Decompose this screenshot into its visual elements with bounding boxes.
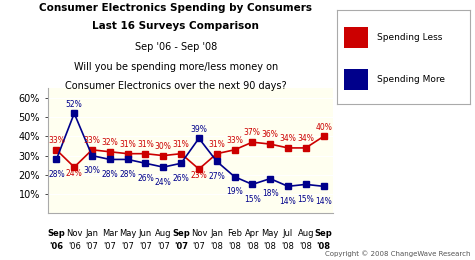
Text: 34%: 34%	[297, 134, 314, 143]
Text: 26%: 26%	[173, 174, 190, 183]
Text: 39%: 39%	[190, 125, 208, 134]
Text: Aug: Aug	[297, 229, 314, 238]
Text: 14%: 14%	[315, 197, 332, 206]
Text: '07: '07	[139, 242, 152, 251]
Text: 24%: 24%	[66, 169, 83, 178]
Text: Sep: Sep	[48, 229, 65, 238]
Text: Spending Less: Spending Less	[377, 33, 443, 42]
FancyBboxPatch shape	[344, 27, 368, 48]
Text: '08: '08	[264, 242, 276, 251]
Text: Jan: Jan	[210, 229, 223, 238]
Text: May: May	[261, 229, 279, 238]
Text: Jul: Jul	[283, 229, 293, 238]
Text: Jun: Jun	[139, 229, 152, 238]
Text: Spending More: Spending More	[377, 75, 445, 84]
Text: 18%: 18%	[262, 189, 278, 198]
Text: 52%: 52%	[66, 100, 83, 109]
Text: 19%: 19%	[226, 187, 243, 196]
Text: 33%: 33%	[84, 136, 101, 145]
Text: '08: '08	[210, 242, 223, 251]
Text: 24%: 24%	[155, 178, 171, 187]
Text: Nov: Nov	[66, 229, 83, 238]
Text: 33%: 33%	[226, 136, 243, 145]
Text: '07: '07	[104, 242, 116, 251]
Text: 28%: 28%	[119, 170, 136, 179]
Text: '07: '07	[157, 242, 170, 251]
Text: 32%: 32%	[102, 138, 118, 147]
Text: Last 16 Surveys Comparison: Last 16 Surveys Comparison	[92, 21, 259, 31]
Text: '07: '07	[174, 242, 188, 251]
Text: Feb: Feb	[227, 229, 242, 238]
Text: '08: '08	[228, 242, 241, 251]
Text: '06: '06	[68, 242, 81, 251]
Text: 31%: 31%	[119, 140, 136, 149]
Text: '08: '08	[282, 242, 294, 251]
Text: 14%: 14%	[280, 197, 296, 206]
Text: 31%: 31%	[209, 140, 225, 149]
Text: 23%: 23%	[190, 171, 207, 180]
Text: '06: '06	[49, 242, 64, 251]
Text: Consumer Electronics over the next 90 days?: Consumer Electronics over the next 90 da…	[65, 81, 286, 90]
Text: '08: '08	[246, 242, 259, 251]
Text: 15%: 15%	[244, 195, 261, 204]
Text: 37%: 37%	[244, 128, 261, 137]
Text: 34%: 34%	[279, 134, 296, 143]
Text: '08: '08	[317, 242, 331, 251]
Text: Apr: Apr	[245, 229, 260, 238]
Text: Will you be spending more/less money on: Will you be spending more/less money on	[74, 62, 278, 72]
Text: 33%: 33%	[48, 136, 65, 145]
Text: 31%: 31%	[173, 140, 190, 149]
FancyBboxPatch shape	[344, 69, 368, 90]
Text: 40%: 40%	[315, 123, 332, 132]
Text: '07: '07	[86, 242, 98, 251]
Text: 30%: 30%	[155, 142, 172, 151]
Text: Copyright © 2008 ChangeWave Research: Copyright © 2008 ChangeWave Research	[325, 251, 470, 257]
Text: 31%: 31%	[137, 140, 154, 149]
Text: Sep: Sep	[172, 229, 190, 238]
Text: '08: '08	[299, 242, 312, 251]
Text: 27%: 27%	[209, 172, 225, 181]
Text: '07: '07	[121, 242, 134, 251]
Text: '07: '07	[192, 242, 205, 251]
Text: May: May	[119, 229, 136, 238]
Text: 28%: 28%	[48, 170, 65, 179]
Text: 15%: 15%	[297, 195, 314, 204]
Text: Jan: Jan	[86, 229, 98, 238]
Text: Sep: Sep	[315, 229, 332, 238]
Text: Mar: Mar	[102, 229, 118, 238]
Text: 28%: 28%	[102, 170, 118, 179]
Text: Consumer Electronics Spending by Consumers: Consumer Electronics Spending by Consume…	[39, 3, 312, 12]
Text: 30%: 30%	[84, 166, 101, 175]
Text: Aug: Aug	[155, 229, 171, 238]
Text: 26%: 26%	[137, 174, 154, 183]
Text: Sep '06 - Sep '08: Sep '06 - Sep '08	[134, 42, 217, 51]
Text: 36%: 36%	[262, 130, 279, 139]
Text: Nov: Nov	[190, 229, 207, 238]
